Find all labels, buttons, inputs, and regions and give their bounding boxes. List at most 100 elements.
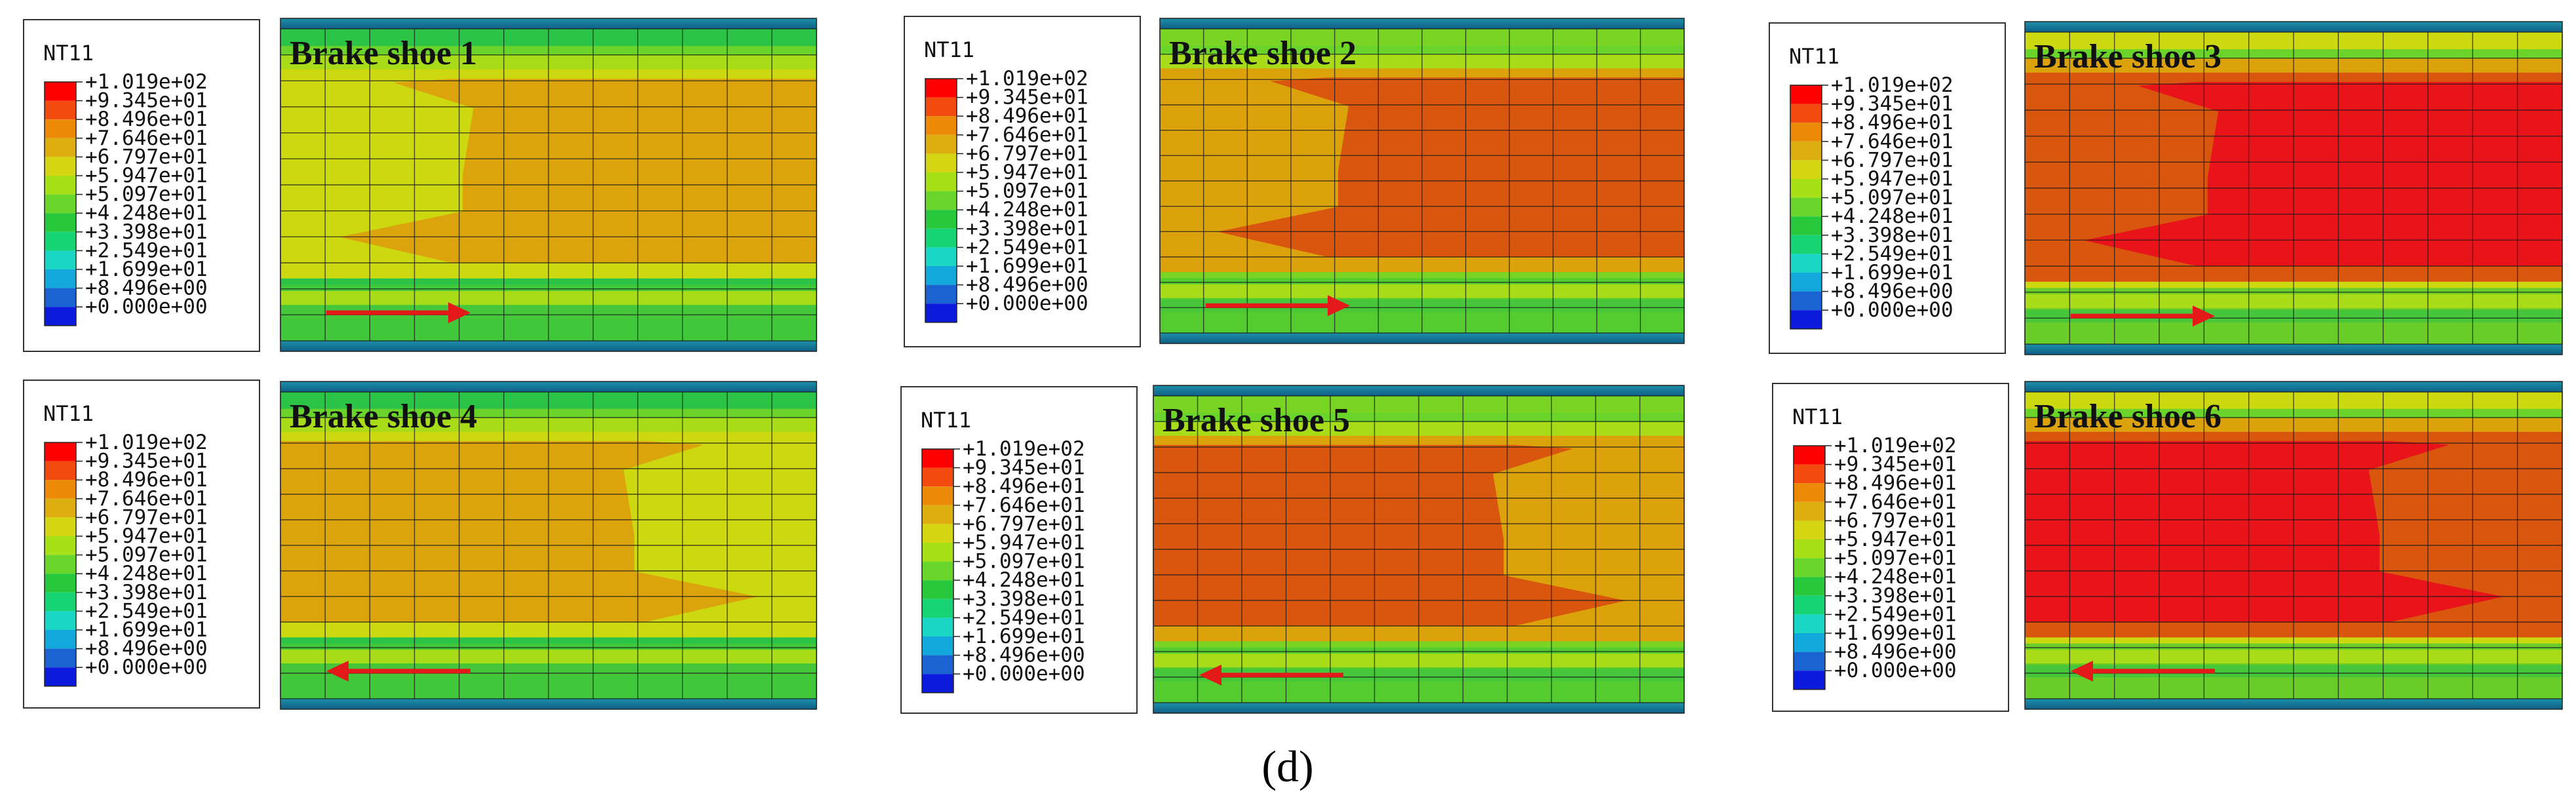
legend-swatch <box>45 250 76 269</box>
base-bar-top <box>280 381 817 392</box>
legend-swatch <box>1790 197 1822 217</box>
legend-value: +1.699e+01 <box>1834 621 1957 645</box>
panel-brake-shoe-3: Brake shoe 3 <box>2024 21 2563 355</box>
legend-swatch <box>45 307 76 326</box>
legend-value: +8.496e+01 <box>963 475 1085 498</box>
legend-swatch <box>1794 501 1825 521</box>
panel-brake-shoe-6: Brake shoe 6 <box>2024 381 2563 710</box>
legend-bar-outline <box>44 442 77 687</box>
legend-value: +8.496e+01 <box>85 468 208 492</box>
legend-swatch <box>1794 595 1825 615</box>
legend-swatch <box>45 555 76 574</box>
legend-value: +5.947e+01 <box>1834 528 1957 551</box>
arrow-right-icon <box>1206 295 1350 317</box>
legend-value: +1.699e+01 <box>1831 261 1953 284</box>
legend-value: +3.398e+01 <box>963 587 1085 611</box>
legend-value: +3.398e+01 <box>85 581 208 604</box>
mesh-grid <box>1159 28 1685 334</box>
legend-bar-outline <box>921 448 954 694</box>
legend-swatch <box>922 505 953 524</box>
legend-1: NT11 +1.019e+02+9.345e+01+8.496e+01+7.646… <box>23 19 260 352</box>
legend-value: +0.000e+00 <box>966 292 1088 315</box>
legend-swatch <box>925 97 957 117</box>
legend-swatch <box>45 630 76 649</box>
legend-swatch <box>1790 123 1822 142</box>
legend-swatch <box>45 269 76 288</box>
legend-value: +1.699e+01 <box>85 258 208 281</box>
legend-swatch <box>45 138 76 157</box>
base-bar-bottom <box>1153 703 1684 713</box>
legend-swatch <box>45 536 76 555</box>
legend-value: +9.345e+01 <box>85 450 208 473</box>
legend-swatch <box>922 449 953 468</box>
legend-value: +2.549e+01 <box>1834 602 1957 626</box>
legend-bar-outline <box>44 81 77 326</box>
legend-swatch <box>922 655 953 674</box>
legend-value: +1.699e+01 <box>85 618 208 642</box>
legend-value: +2.549e+01 <box>963 606 1085 629</box>
legend-3: NT11 +1.019e+02+9.345e+01+8.496e+01+7.646… <box>1769 22 2006 354</box>
legend-swatch <box>45 194 76 214</box>
legend-value: +0.000e+00 <box>963 662 1085 686</box>
legend-swatch <box>45 100 76 120</box>
legend-value: +4.248e+01 <box>1831 205 1953 228</box>
legend-value: +8.496e+00 <box>1834 640 1957 664</box>
legend-value: +3.398e+01 <box>966 217 1088 241</box>
legend-swatch <box>1794 483 1825 502</box>
mesh-grid <box>280 28 817 342</box>
legend-swatch <box>922 543 953 562</box>
panel-title: Brake shoe 3 <box>2034 38 2221 75</box>
legend-swatch <box>45 480 76 499</box>
legend-value: +9.345e+01 <box>963 456 1085 480</box>
panel-frame <box>280 381 817 710</box>
panel-title: Brake shoe 6 <box>2034 398 2221 435</box>
legend-swatch <box>925 79 957 98</box>
legend-swatch <box>1790 160 1822 179</box>
legend-value: +6.797e+01 <box>1831 148 1953 172</box>
legend-value: +2.549e+01 <box>1831 242 1953 265</box>
legend-value: +8.496e+01 <box>1831 111 1953 134</box>
panel-brake-shoe-2: Brake shoe 2 <box>1159 18 1685 344</box>
legend-swatch <box>922 580 953 599</box>
legend-swatch <box>1790 104 1822 123</box>
legend-value: +3.398e+01 <box>1831 224 1953 247</box>
legend-value: +9.345e+01 <box>966 86 1088 109</box>
legend-value: +0.000e+00 <box>1831 298 1953 322</box>
legend-value: +7.646e+01 <box>1831 130 1953 153</box>
legend-value: +1.019e+02 <box>1831 73 1953 97</box>
legend-swatch <box>1790 235 1822 254</box>
panel-frame <box>280 18 817 352</box>
legend-value: +7.646e+01 <box>85 487 208 511</box>
legend-swatch <box>45 176 76 195</box>
legend-swatch <box>925 210 957 229</box>
legend-swatch <box>1790 216 1822 235</box>
legend-value: +2.549e+01 <box>966 235 1088 259</box>
legend-value: +7.646e+01 <box>85 127 208 150</box>
legend-value: +3.398e+01 <box>85 220 208 244</box>
legend-value: +6.797e+01 <box>966 142 1088 165</box>
legend-title: NT11 <box>921 408 971 433</box>
legend-swatch <box>45 498 76 518</box>
arrow-left-icon <box>1199 664 1343 686</box>
panel-title: Brake shoe 4 <box>290 398 477 435</box>
legend-value: +8.496e+00 <box>963 644 1085 667</box>
legend-value: +8.496e+00 <box>1831 280 1953 303</box>
legend-swatch <box>922 467 953 487</box>
legend-swatch <box>45 592 76 612</box>
legend-value: +5.947e+01 <box>966 161 1088 184</box>
legend-swatch <box>925 284 957 304</box>
base-bar-bottom <box>2025 344 2562 355</box>
figure-caption: (d) <box>1261 741 1313 791</box>
legend-swatch <box>922 524 953 543</box>
base-bar-bottom <box>280 699 817 709</box>
legend-value: +5.097e+01 <box>1831 186 1953 210</box>
legend-swatch <box>922 674 953 693</box>
arrow-right-icon <box>2071 305 2215 327</box>
legend-swatch <box>1794 577 1825 596</box>
legend-swatch <box>1794 558 1825 577</box>
legend-4: NT11 +1.019e+02+9.345e+01+8.496e+01+7.646… <box>23 380 260 709</box>
legend-value: +3.398e+01 <box>1834 584 1957 608</box>
legend-value: +5.097e+01 <box>966 180 1088 203</box>
legend-value: +7.646e+01 <box>963 494 1085 517</box>
